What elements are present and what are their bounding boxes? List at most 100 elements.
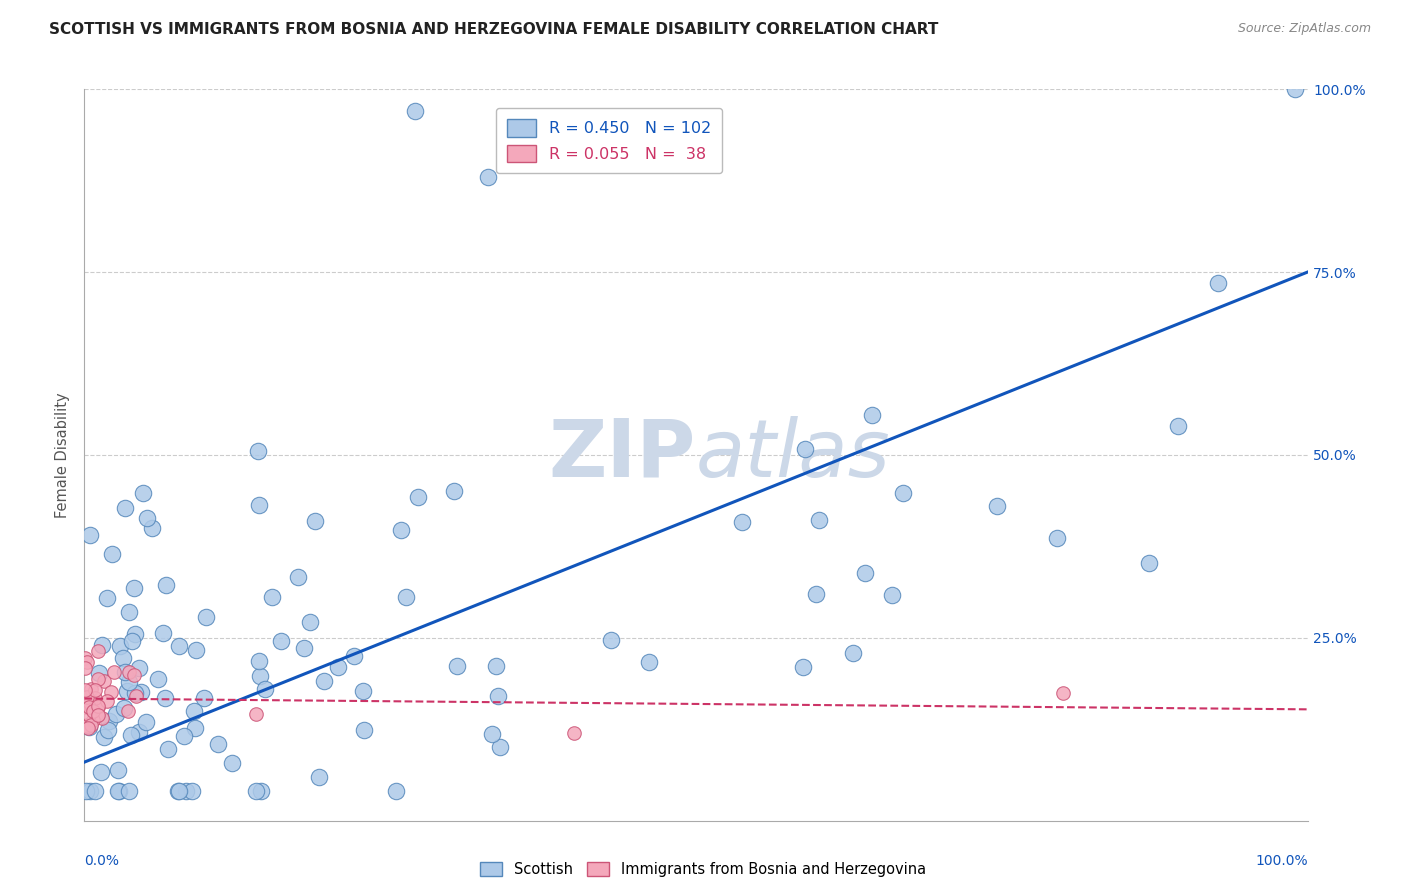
Point [853,566,876,581]
Point [96,591,118,606]
Point [141,521,163,535]
Point [120,728,142,742]
Point [117,704,139,718]
Point [326,660,349,674]
Point [115,684,138,698]
Point [87,699,110,714]
Point [79,720,101,734]
Point [193,690,215,705]
Point [183,704,205,718]
Point [76,696,98,710]
Point [93,673,115,688]
Point [83,784,105,798]
Point [395,590,418,604]
Text: atlas: atlas [696,416,891,494]
Point [79,528,101,542]
Point [76,719,98,733]
Point [107,784,129,798]
Point [117,665,139,679]
Point [562,725,585,739]
Point [253,682,276,697]
Point [103,665,125,679]
Point [184,721,207,735]
Legend: Scottish, Immigrants from Bosnia and Herzegovina: Scottish, Immigrants from Bosnia and Her… [472,855,934,885]
Point [125,689,148,703]
Point [114,665,136,679]
Point [477,169,499,184]
Point [76,722,98,736]
Point [117,605,139,619]
Point [76,690,98,705]
Point [79,784,101,798]
Point [90,764,112,779]
Point [76,695,98,709]
Point [169,784,191,798]
Point [107,784,129,798]
Point [108,640,131,654]
Point [117,675,139,690]
Point [84,691,107,706]
Point [599,632,621,647]
Point [166,784,188,798]
Point [385,784,408,798]
Text: 100.0%: 100.0% [1256,854,1308,868]
Point [404,104,426,119]
Point [128,661,150,675]
Point [308,770,330,784]
Point [80,682,103,697]
Point [75,661,97,675]
Point [406,490,429,504]
Point [207,737,229,751]
Point [1052,686,1074,700]
Point [73,700,96,714]
Point [73,682,96,697]
Point [75,784,97,798]
Point [637,655,659,669]
Text: Source: ZipAtlas.com: Source: ZipAtlas.com [1237,22,1371,36]
Point [122,581,145,595]
Point [352,684,374,698]
Point [294,641,316,656]
Point [247,498,270,512]
Point [114,500,136,515]
Point [135,714,157,729]
Point [100,684,122,698]
Point [880,588,903,602]
Point [84,683,107,698]
Point [247,654,270,668]
Point [249,669,271,683]
Point [184,643,207,657]
Point [807,513,830,527]
Point [180,784,202,798]
Point [1206,276,1229,290]
Point [167,639,190,653]
Point [129,685,152,699]
Point [298,615,321,629]
Point [804,587,827,601]
Point [195,609,218,624]
Point [87,644,110,658]
Point [860,408,883,422]
Point [792,660,814,674]
Point [112,701,135,715]
Point [986,500,1008,514]
Point [101,547,124,561]
Point [1167,419,1189,434]
Point [87,673,110,687]
Y-axis label: Female Disability: Female Disability [55,392,70,517]
Point [82,713,104,727]
Point [98,714,121,729]
Point [79,699,101,714]
Point [93,730,115,744]
Point [124,627,146,641]
Point [481,727,503,741]
Point [1137,556,1160,570]
Point [486,689,509,703]
Point [107,763,129,777]
Point [153,690,176,705]
Point [245,784,267,798]
Point [121,634,143,648]
Point [1046,531,1069,545]
Point [148,672,170,686]
Legend: R = 0.450   N = 102, R = 0.055   N =  38: R = 0.450 N = 102, R = 0.055 N = 38 [496,108,723,173]
